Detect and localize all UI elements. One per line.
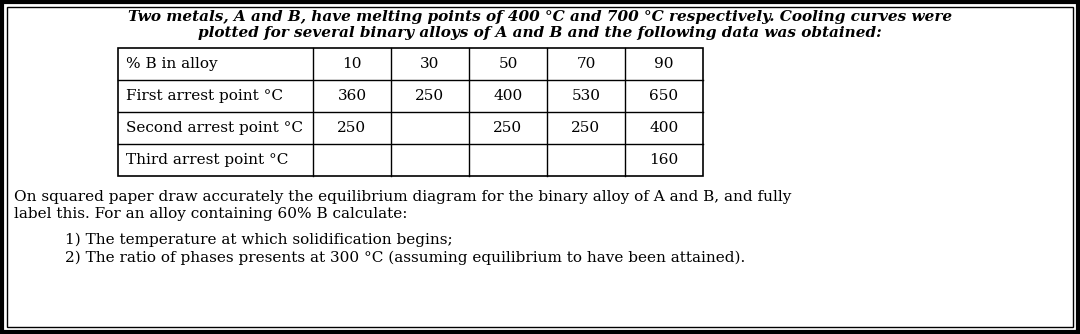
Text: On squared paper draw accurately the equilibrium diagram for the binary alloy of: On squared paper draw accurately the equ… [14, 190, 792, 204]
Text: plotted for several binary alloys of A and B and the following data was obtained: plotted for several binary alloys of A a… [198, 26, 882, 40]
Text: 250: 250 [494, 121, 523, 135]
Text: 30: 30 [420, 57, 440, 71]
Text: 1) The temperature at which solidification begins;: 1) The temperature at which solidificati… [65, 233, 453, 247]
Text: 650: 650 [649, 89, 678, 103]
Text: 250: 250 [337, 121, 366, 135]
Text: 70: 70 [577, 57, 596, 71]
Text: 160: 160 [649, 153, 678, 167]
Text: Two metals, A and B, have melting points of 400 °C and 700 °C respectively. Cool: Two metals, A and B, have melting points… [127, 10, 953, 24]
Bar [118, 48, 703, 176]
Text: 530: 530 [571, 89, 600, 103]
Text: 90: 90 [654, 57, 674, 71]
Text: First arrest point °C: First arrest point °C [126, 89, 283, 103]
Text: 400: 400 [494, 89, 523, 103]
Text: Second arrest point °C: Second arrest point °C [126, 121, 303, 135]
Text: 250: 250 [416, 89, 445, 103]
Text: % B in alloy: % B in alloy [126, 57, 218, 71]
Text: Third arrest point °C: Third arrest point °C [126, 153, 288, 167]
Text: label this. For an alloy containing 60% B calculate:: label this. For an alloy containing 60% … [14, 207, 407, 221]
Text: 360: 360 [337, 89, 366, 103]
Text: 2) The ratio of phases presents at 300 °C (assuming equilibrium to have been att: 2) The ratio of phases presents at 300 °… [65, 251, 745, 266]
Text: 10: 10 [342, 57, 362, 71]
Text: 250: 250 [571, 121, 600, 135]
Text: 50: 50 [498, 57, 517, 71]
Text: 400: 400 [649, 121, 678, 135]
